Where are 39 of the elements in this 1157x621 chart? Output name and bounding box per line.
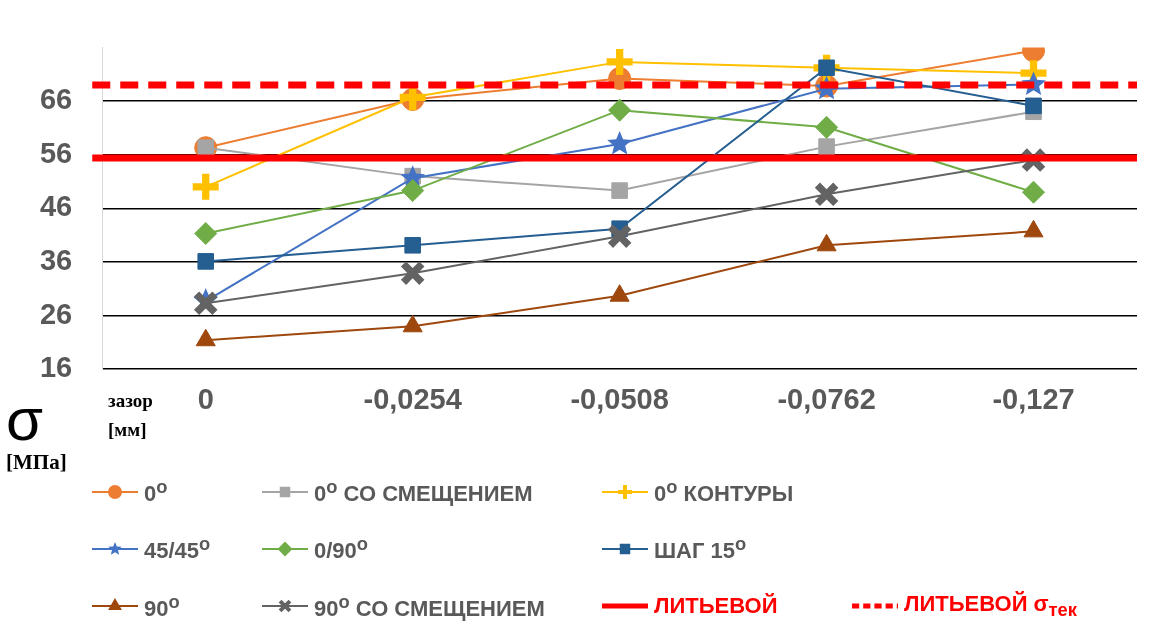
point (192, 173, 219, 200)
y-tick-label: 46 (39, 190, 73, 223)
legend-label: 0$^{o}$ (144, 476, 168, 508)
point (606, 48, 633, 75)
legend-label: ЛИТЬЕВОЙ σ$_{тек}$ (904, 591, 1077, 621)
point (1022, 180, 1046, 204)
point (818, 138, 835, 155)
legend-label: ЛИТЬЕВОЙ (654, 593, 778, 620)
point (611, 182, 628, 199)
legend-label: 0/90$^{o}$ (314, 533, 369, 565)
point (608, 98, 632, 122)
x-tick-label: -0,0762 (777, 382, 876, 415)
y-tick-label: 16 (39, 351, 73, 384)
legend-label: ШАГ 15$^{o}$ (654, 533, 747, 565)
x-tick-label: -0,127 (992, 382, 1075, 415)
point (607, 224, 632, 248)
y-tick-label: 36 (39, 243, 73, 276)
point (814, 182, 839, 207)
legend-label: 90$^{o}$ СО СМЕЩЕНИЕМ (314, 590, 545, 621)
x-tick-label: 0 (197, 382, 214, 415)
legend-label: 45/45$^{o}$ (144, 533, 211, 565)
point (194, 222, 218, 246)
legend-label: 0$^{o}$ КОНТУРЫ (654, 476, 794, 508)
point (1025, 97, 1042, 115)
point (815, 115, 839, 139)
point (401, 179, 425, 203)
x-axis-title: зазор [мм] (108, 389, 154, 443)
y-tick-label: 66 (39, 83, 73, 116)
y-tick-label: 56 (39, 136, 73, 169)
x-tick-label: -0,0254 (363, 382, 462, 415)
point (607, 130, 632, 155)
point (197, 253, 215, 270)
legend-label: 0$^{o}$ СО СМЕЩЕНИЕМ (314, 476, 533, 508)
y-axis-title: σ [МПа] (6, 386, 68, 474)
point (404, 237, 421, 254)
legend-label: 90$^{o}$ (144, 590, 180, 621)
point (400, 261, 425, 285)
y-tick-label: 26 (39, 297, 73, 330)
x-tick-label: -0,0508 (570, 382, 669, 415)
